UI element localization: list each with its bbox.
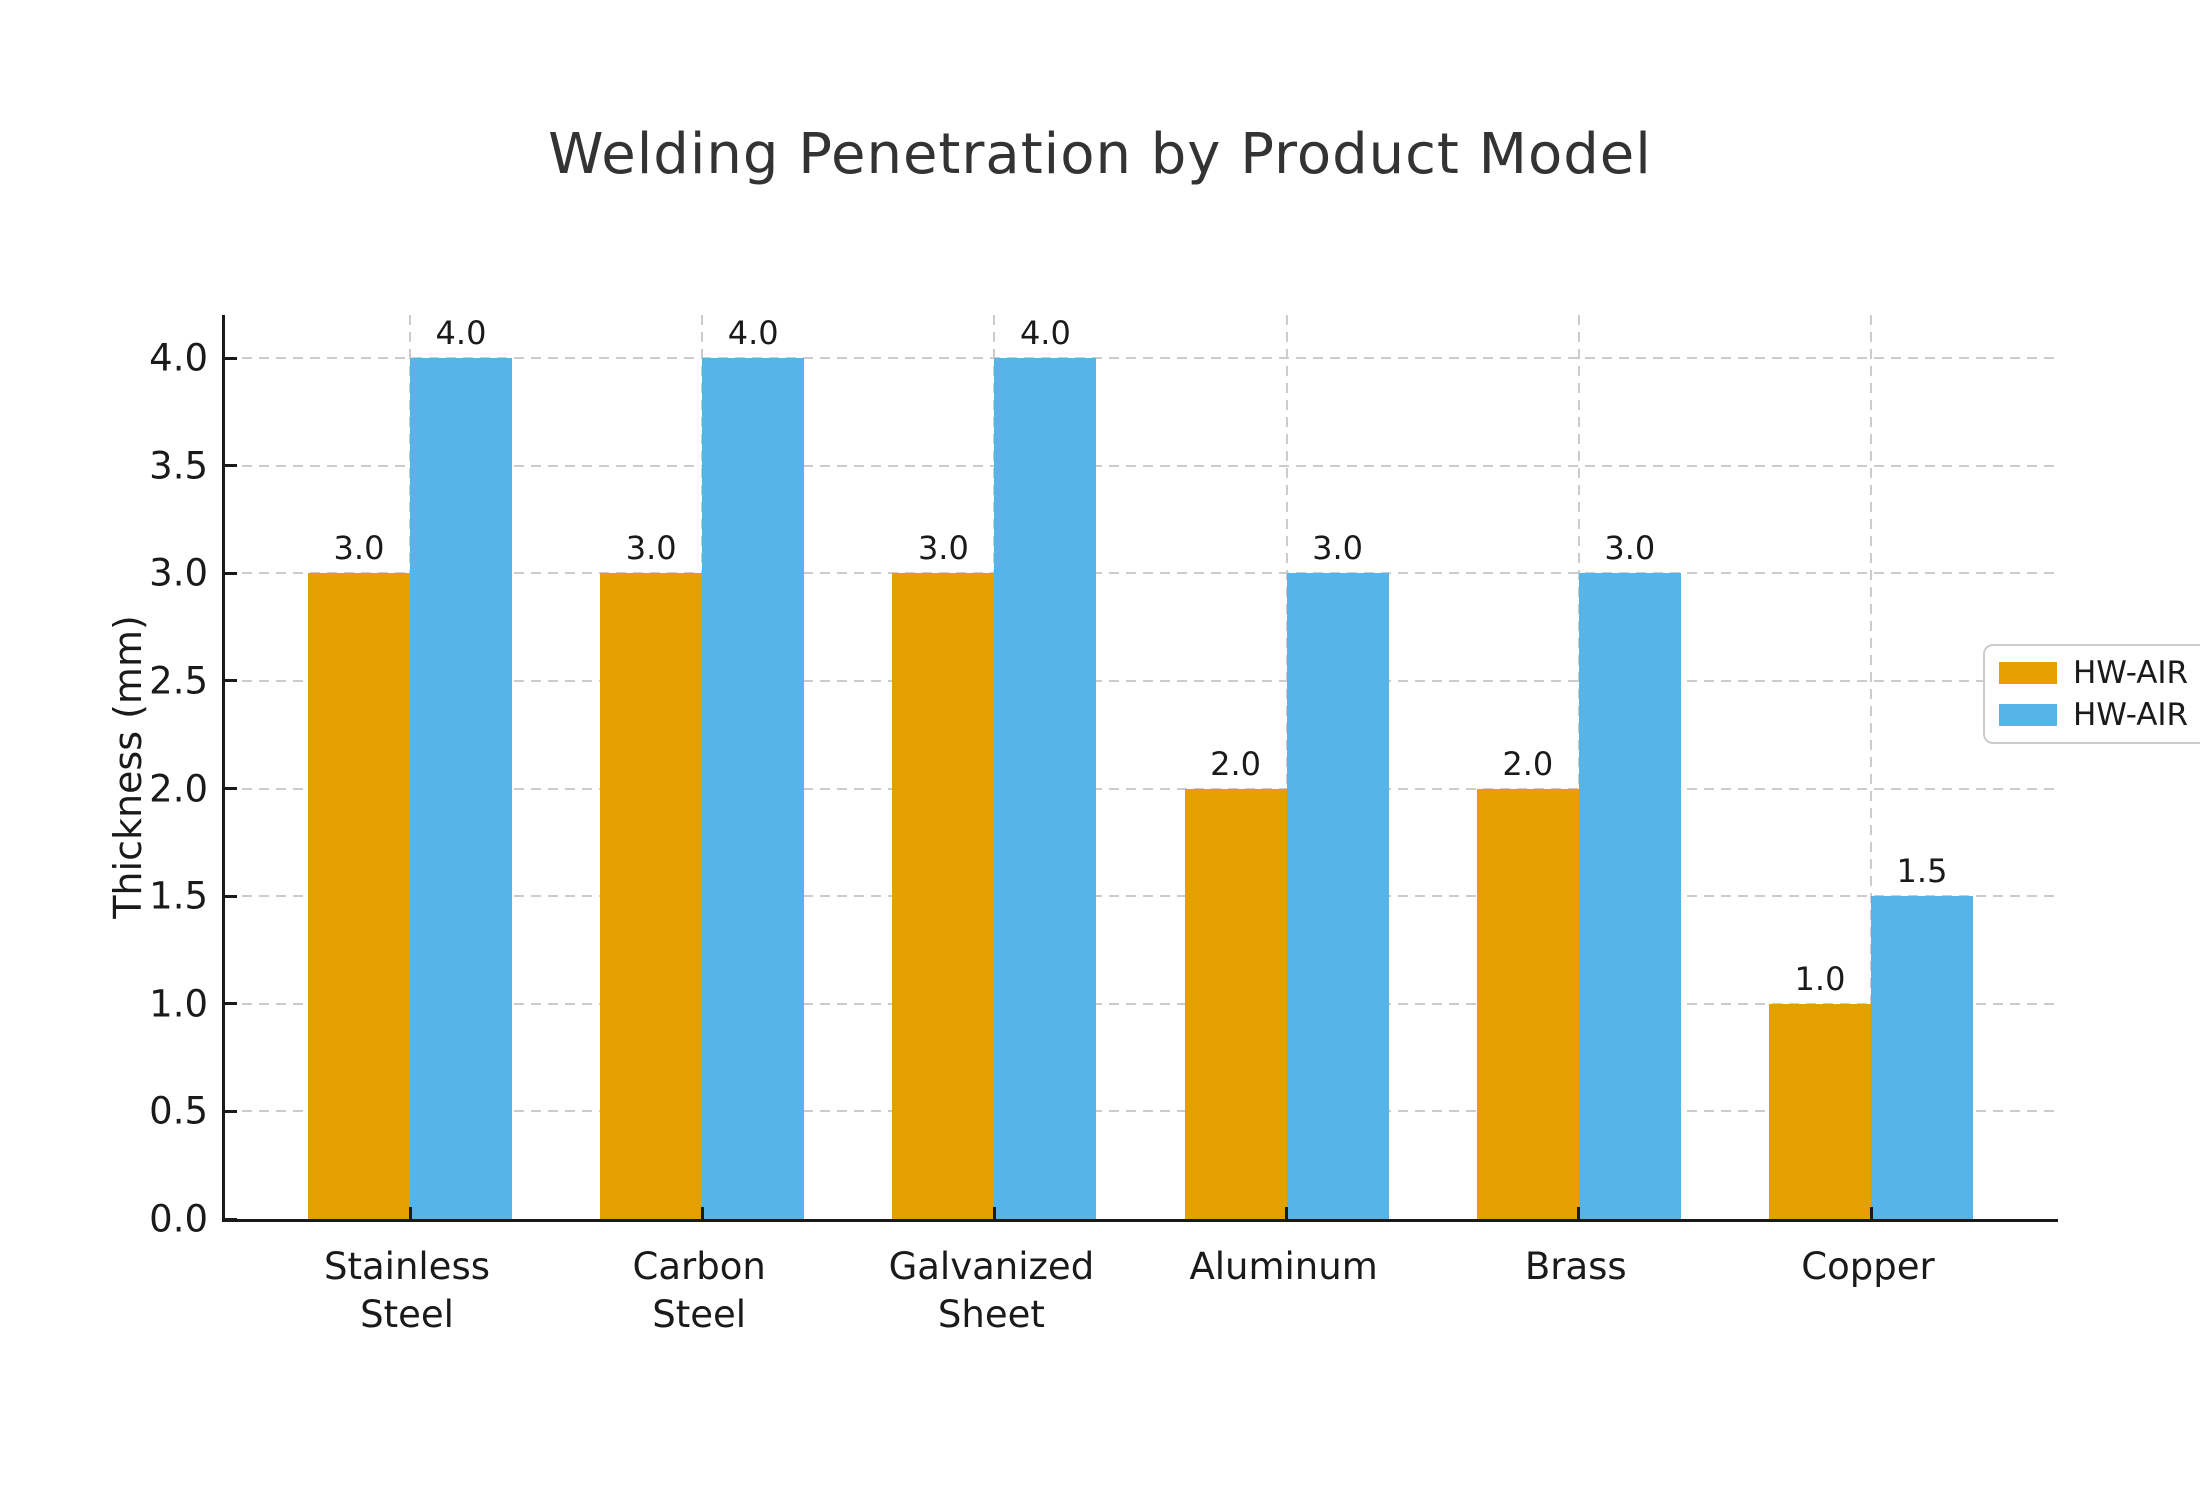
bar-series2 [1871, 896, 1973, 1219]
y-tick-mark [225, 1002, 237, 1006]
bar-value-label: 3.0 [333, 529, 385, 568]
bar-series1 [308, 573, 410, 1219]
bar-series1 [600, 573, 703, 1219]
gridline-horizontal [225, 357, 2058, 360]
x-tick-label: Aluminum [1189, 1245, 1378, 1288]
x-tick-label: Copper [1801, 1245, 1935, 1288]
gridline-vertical [1870, 315, 1872, 1219]
y-tick-mark [225, 894, 237, 898]
gridline-horizontal [225, 1110, 2058, 1113]
bar-series1 [1476, 788, 1579, 1219]
legend-label: HW-AIR 1200W [2073, 697, 2200, 733]
legend-entry: HW-AIR 800W [1999, 655, 2200, 691]
y-tick-mark [225, 356, 237, 360]
bar-value-label: 4.0 [435, 314, 487, 353]
bar-series2 [994, 358, 1097, 1219]
bar-series1 [1184, 788, 1287, 1219]
gridline-horizontal [225, 895, 2058, 898]
bar-value-label: 3.0 [1604, 529, 1656, 568]
y-tick-mark [225, 571, 237, 575]
y-tick-label: 0.0 [149, 1197, 208, 1241]
legend-label: HW-AIR 800W [2073, 655, 2200, 691]
plot-area: HW-AIR 800W HW-AIR 1200W 3.0 4.0 3.0 4.0 3.0 4… [222, 314, 2200, 1222]
legend-swatch [1999, 662, 2057, 684]
bar-series2 [1578, 573, 1681, 1219]
bar-series2 [410, 358, 512, 1219]
bar-value-label: 2.0 [1502, 744, 1554, 783]
bar-value-label: 2.0 [1210, 744, 1262, 783]
bar-value-label: 3.0 [917, 529, 969, 568]
gridline-horizontal [225, 572, 2058, 575]
x-tick-label: Brass [1524, 1245, 1627, 1288]
bar-value-label: 4.0 [1019, 314, 1071, 353]
y-tick-mark [225, 787, 237, 791]
gridline-horizontal [225, 464, 2058, 467]
x-tick-label: Stainless Steel [324, 1245, 490, 1336]
y-tick-label: 4.0 [149, 336, 208, 380]
x-tick-label: Carbon Steel [632, 1245, 766, 1336]
x-tick-mark [1577, 1207, 1581, 1219]
bar-series2 [1286, 573, 1389, 1219]
y-tick-label: 3.5 [149, 444, 208, 488]
bar-value-label: 1.5 [1896, 852, 1948, 891]
y-tick-label: 2.0 [149, 767, 208, 811]
y-tick-mark [225, 1217, 237, 1221]
bar-value-label: 3.0 [1312, 529, 1364, 568]
legend-swatch [1999, 704, 2057, 726]
chart-title: Welding Penetration by Product Model [548, 122, 1652, 187]
bar-value-label: 3.0 [625, 529, 677, 568]
y-tick-mark [225, 464, 237, 468]
bar-series1 [1769, 1003, 1871, 1219]
x-tick-mark [1285, 1207, 1289, 1219]
y-tick-label: 3.0 [149, 551, 208, 595]
y-tick-mark [225, 679, 237, 683]
y-tick-label: 1.0 [149, 982, 208, 1026]
bar-series1 [892, 573, 995, 1219]
y-axis-label: Thickness (mm) [106, 615, 150, 919]
legend: HW-AIR 800W HW-AIR 1200W [1983, 644, 2200, 744]
y-tick-mark [225, 1109, 237, 1113]
gridline-horizontal [225, 787, 2058, 790]
legend-entry: HW-AIR 1200W [1999, 697, 2200, 733]
x-tick-mark [1869, 1207, 1873, 1219]
y-tick-label: 0.5 [149, 1089, 208, 1133]
gridline-horizontal [225, 679, 2058, 682]
gridline-horizontal [225, 1002, 2058, 1005]
y-tick-label: 2.5 [149, 659, 208, 703]
bar-value-label: 4.0 [727, 314, 779, 353]
x-tick-mark [992, 1207, 996, 1219]
bar-value-label: 1.0 [1794, 959, 1846, 998]
bar-series2 [702, 358, 805, 1219]
x-tick-label: Galvanized Sheet [888, 1245, 1095, 1336]
x-tick-mark [408, 1207, 412, 1219]
x-tick-mark [700, 1207, 704, 1219]
y-tick-label: 1.5 [149, 874, 208, 918]
